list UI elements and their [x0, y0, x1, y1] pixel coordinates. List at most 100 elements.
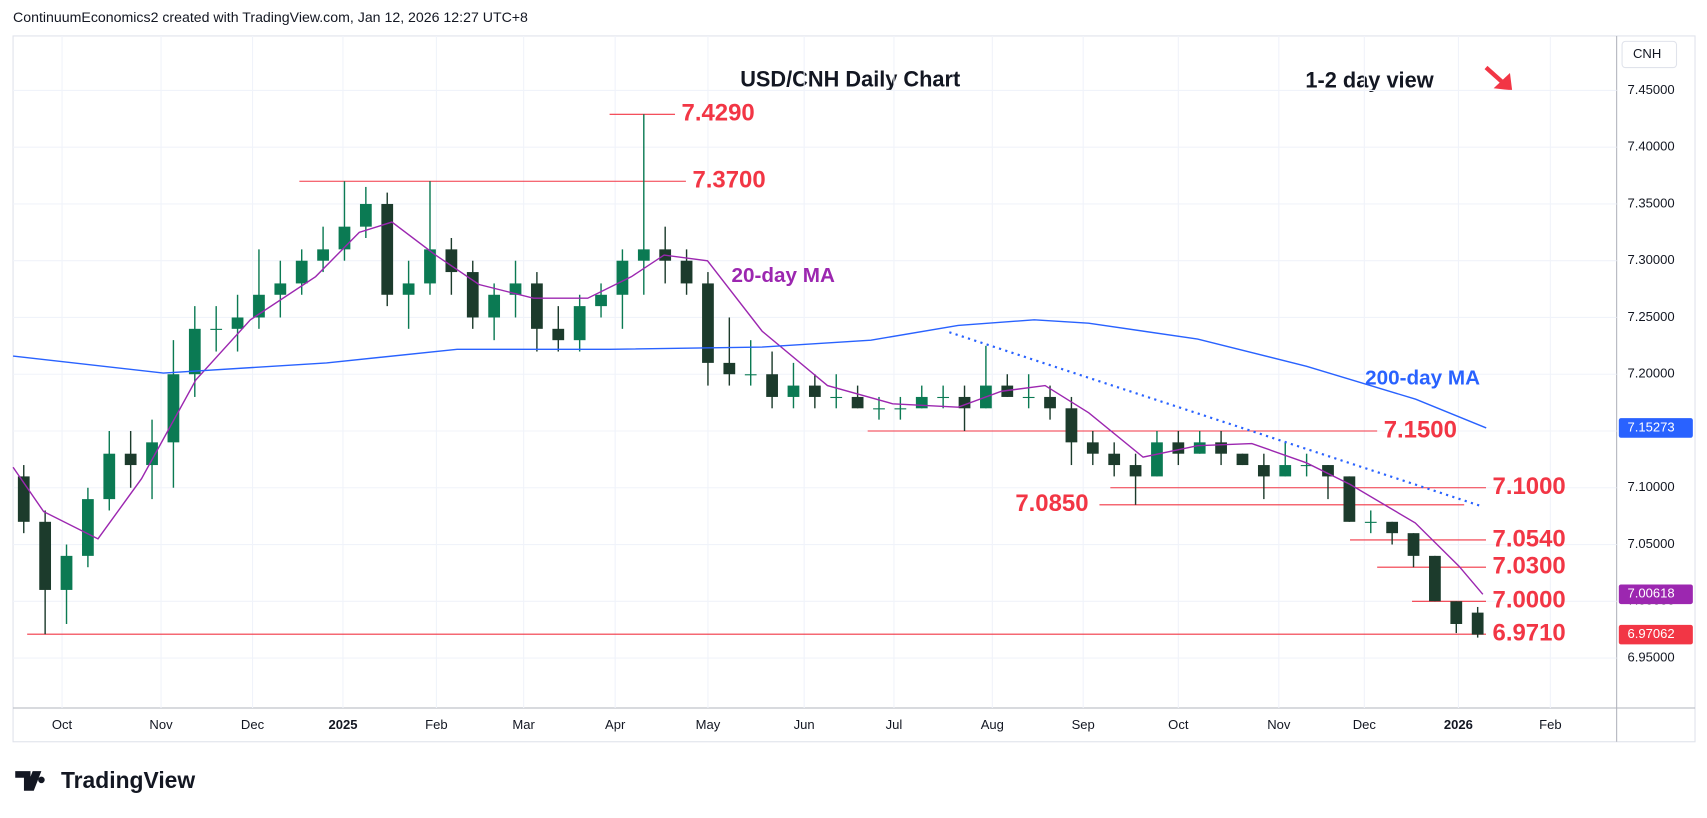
candle-body	[1364, 521, 1377, 523]
candle-body	[381, 203, 394, 295]
x-tick-label: Mar	[512, 717, 535, 732]
candle-body	[937, 396, 950, 399]
candle-body	[531, 283, 543, 329]
x-tick-label: Jun	[794, 717, 815, 732]
candle-body	[958, 396, 971, 409]
x-tick-label: 2026	[1444, 717, 1473, 732]
candle-body	[1450, 601, 1463, 624]
y-tick-label: 7.25000	[1628, 309, 1675, 324]
credit: ContinuumEconomics2 created with Trading…	[13, 9, 528, 25]
candle-body	[1407, 533, 1420, 556]
x-tick-label: Nov	[149, 717, 173, 732]
candle-body	[359, 203, 372, 227]
candle-body	[424, 249, 436, 284]
candle-body	[1257, 465, 1270, 477]
level-label: 7.0300	[1493, 553, 1566, 580]
candle-body	[616, 260, 629, 295]
candle-body	[124, 453, 137, 466]
candle-body	[766, 374, 778, 397]
candle-body	[210, 328, 223, 330]
candle-body	[1044, 396, 1056, 409]
x-tick-label: Apr	[605, 717, 626, 732]
candle-body	[103, 453, 116, 500]
candle-body	[402, 283, 415, 295]
chart-title: USD/CNH Daily Chart	[740, 66, 960, 91]
level-label: 6.9710	[1493, 620, 1566, 647]
candle-body	[167, 374, 180, 443]
level-label: 7.0000	[1493, 587, 1566, 614]
price-tag	[1618, 624, 1693, 645]
y-label: CNH	[1633, 46, 1661, 61]
candle-body	[1151, 442, 1163, 477]
candles	[17, 114, 1484, 638]
x-tick-label: Aug	[981, 717, 1004, 732]
candle-body	[573, 306, 586, 341]
candle-body	[680, 260, 693, 284]
x-tick-label: Dec	[241, 717, 265, 732]
moving-average	[12, 221, 1484, 595]
x-tick-label: Dec	[1353, 717, 1377, 732]
y-tick-label: 6.95000	[1628, 649, 1675, 664]
x-tick-label: Oct	[52, 717, 73, 732]
candle-body	[1343, 476, 1356, 522]
candle-body	[509, 283, 522, 295]
candle-body	[253, 294, 265, 318]
logo-mark	[15, 771, 45, 791]
ma-label: 200-day MA	[1365, 367, 1480, 390]
y-tick-label: 7.35000	[1628, 195, 1675, 210]
y-tick-label: 7.30000	[1628, 252, 1675, 267]
logo-text: TradingView	[61, 767, 195, 793]
candle-body	[1300, 465, 1313, 467]
level-label: 7.1500	[1384, 416, 1457, 443]
y-tick-label: 7.40000	[1628, 139, 1675, 154]
candle-body	[894, 408, 907, 410]
symbol-box	[1621, 40, 1678, 69]
candle-body	[17, 476, 30, 522]
x-tick-label: May	[696, 717, 721, 732]
candle-body	[1129, 465, 1142, 477]
candle-body	[1001, 385, 1014, 397]
candle-body	[702, 283, 714, 363]
subtitle: 1-2 day view	[1305, 67, 1433, 92]
down-arrow	[1484, 65, 1513, 91]
candle-body	[317, 249, 329, 261]
candle-body	[60, 555, 73, 590]
candle-body	[1236, 453, 1249, 466]
candle-body	[808, 385, 821, 397]
candle-body	[744, 374, 757, 376]
moving-average	[12, 319, 1487, 429]
candle-body	[445, 249, 458, 273]
candle-body	[552, 328, 565, 341]
y-tick-label: 7.45000	[1628, 82, 1675, 97]
candle-body	[1108, 453, 1121, 466]
level-label: 7.3700	[692, 167, 765, 194]
x-tick-label: Jul	[886, 717, 903, 732]
candle-body	[274, 283, 287, 295]
ma-label: 20-day MA	[732, 264, 835, 287]
x-tick-label: Nov	[1267, 717, 1291, 732]
candle-body	[915, 396, 928, 409]
candle-body	[488, 294, 501, 318]
candle-body	[1172, 442, 1185, 454]
y-tick-label: 7.10000	[1628, 479, 1675, 494]
candle-body	[1215, 442, 1227, 454]
candle-body	[1322, 465, 1334, 477]
candle-body	[1065, 408, 1078, 443]
candle-body	[723, 362, 736, 375]
candle-body	[295, 260, 308, 284]
x-tick-label: 2025	[328, 717, 357, 732]
candle-body	[338, 226, 351, 250]
y-tick-label: 7.05000	[1628, 536, 1675, 551]
price-tag	[1618, 584, 1693, 605]
candle-body	[1429, 555, 1441, 602]
candle-body	[1471, 612, 1484, 635]
logo: TradingView	[15, 767, 195, 793]
level-label: 7.4290	[682, 100, 755, 127]
y-tick-label: 7.20000	[1628, 366, 1675, 381]
candle-body	[1386, 521, 1399, 534]
candle-body	[146, 442, 158, 466]
candle-body	[188, 328, 201, 375]
candle-body	[1086, 442, 1099, 454]
price-tag-label: 7.15273	[1628, 419, 1675, 434]
